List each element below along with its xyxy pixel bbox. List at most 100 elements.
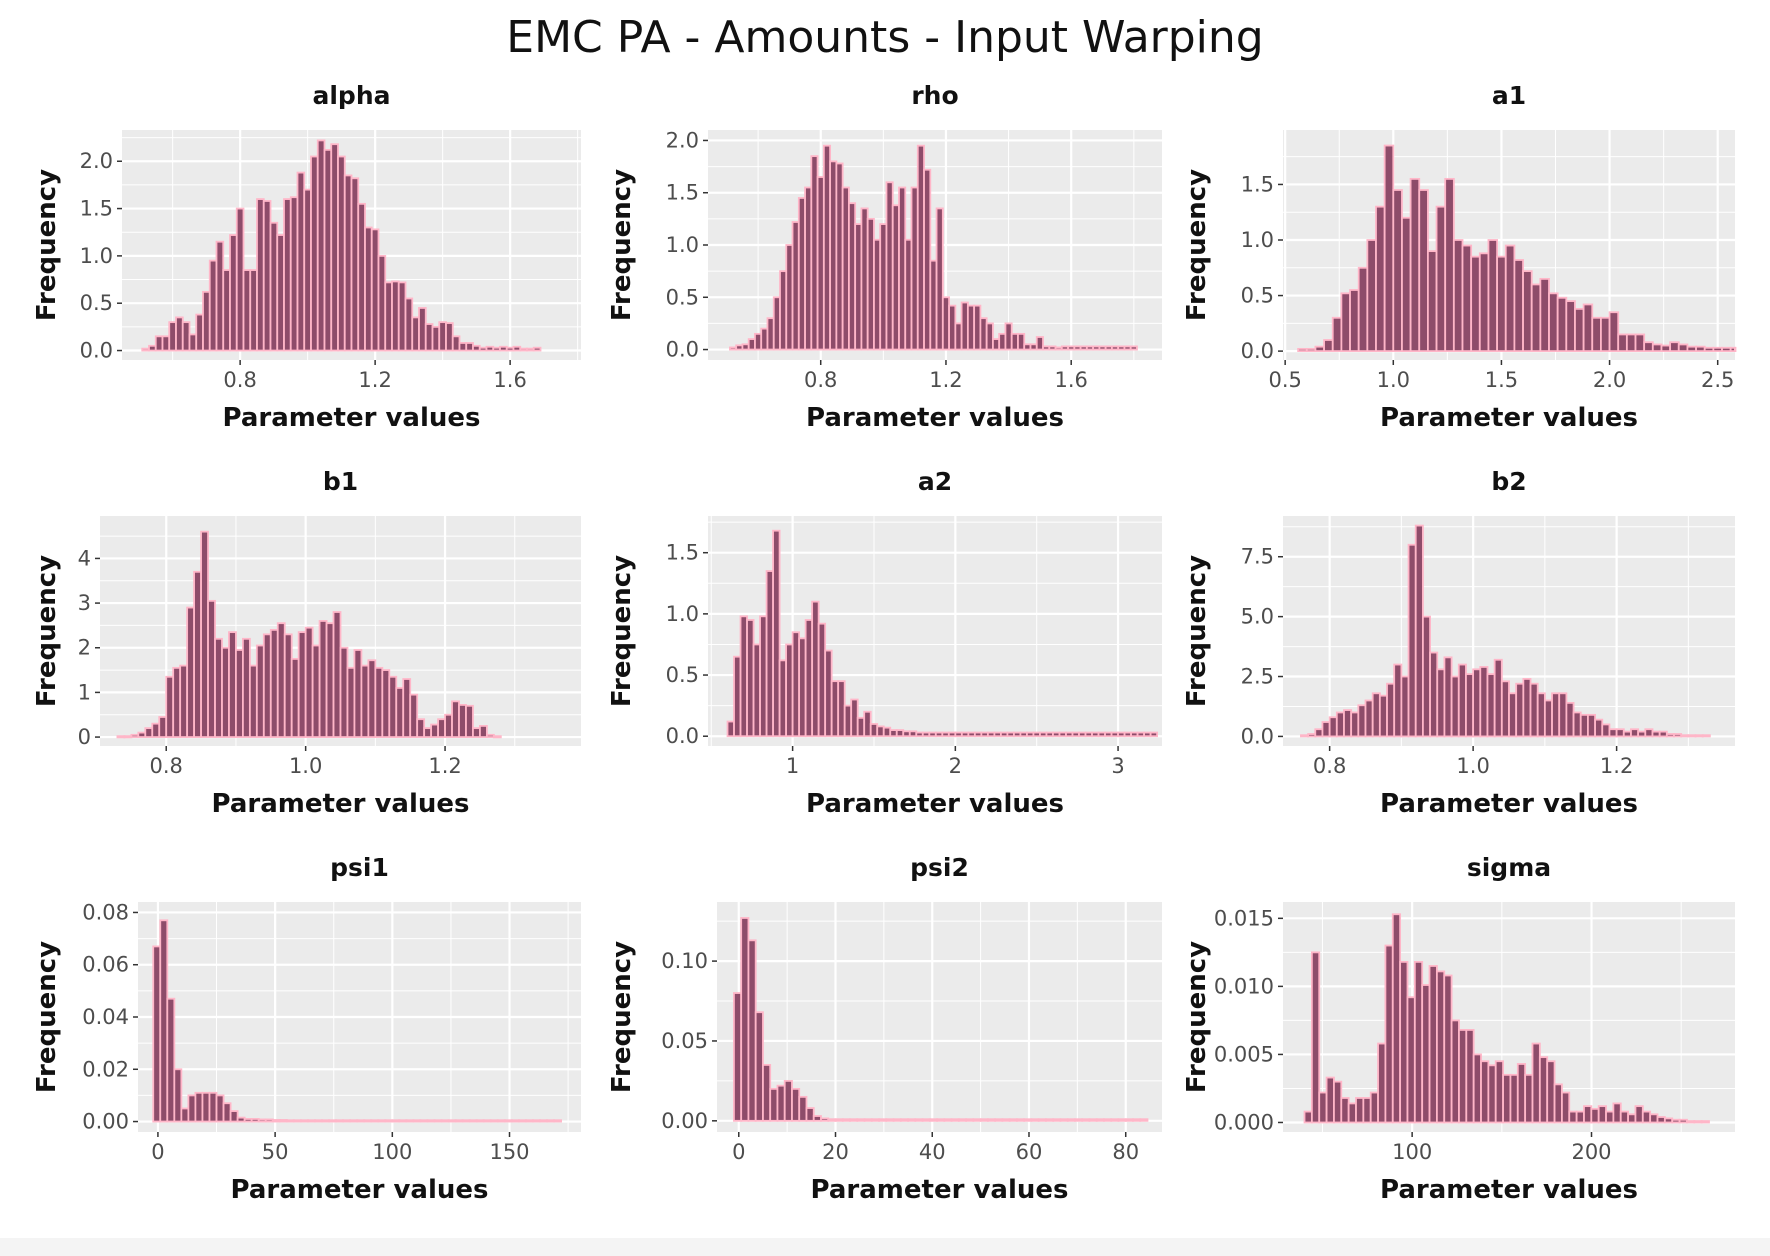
histogram-bar [503, 1119, 513, 1123]
histogram-bar [1486, 673, 1496, 738]
histogram-bar [1045, 1118, 1055, 1122]
histogram-bar [1004, 322, 1013, 351]
x-tick-label: 1 [786, 754, 799, 778]
facet-rho: 0.8 1.2 1.6 0.0 0.5 1.0 1.5 2.0 rho Parameter val… [607, 81, 1162, 433]
histogram-bar [747, 338, 756, 351]
histogram-bar [759, 615, 768, 738]
histogram-bar [935, 207, 944, 351]
histogram-bar [269, 628, 279, 738]
facet-title: alpha [312, 81, 390, 110]
y-tick-label: 2.5 [1241, 665, 1274, 689]
histogram-bar [1391, 913, 1402, 1124]
y-tick-label: 2 [78, 636, 91, 660]
histogram-bar [1583, 1105, 1593, 1124]
histogram-bar [250, 1118, 260, 1123]
histogram-bar [472, 344, 481, 352]
x-tick-label: 1.0 [1377, 368, 1410, 392]
histogram-bar [1037, 1118, 1047, 1122]
y-tick-label: 0.06 [82, 953, 129, 977]
histogram-bar [1347, 1102, 1357, 1124]
histogram-bar [1693, 1120, 1703, 1124]
histogram-bar [766, 317, 775, 351]
histogram-bar [271, 1119, 281, 1123]
facet-title: sigma [1467, 853, 1551, 882]
histogram-bar [433, 1119, 443, 1123]
x-tick-label: 60 [1016, 1140, 1043, 1164]
histogram-bar [1409, 177, 1421, 353]
histogram-bar [1139, 1118, 1149, 1122]
histogram-bar [1400, 675, 1410, 738]
histogram-bar [1321, 721, 1331, 738]
histogram-bar [1472, 668, 1482, 738]
x-axis-title: Parameter values [223, 403, 481, 433]
histogram-bar [1594, 718, 1604, 738]
x-tick-label: 20 [822, 1140, 849, 1164]
histogram-bar [496, 1119, 506, 1123]
histogram-bar [1328, 716, 1338, 738]
histogram-bar [1300, 734, 1310, 738]
histogram-bar [898, 186, 907, 351]
x-tick-label: 0.5 [1268, 368, 1301, 392]
histogram-bar [921, 731, 931, 738]
histogram-bar [967, 731, 976, 738]
histogram-bar [1509, 1073, 1519, 1124]
histogram-bar [248, 664, 258, 738]
histogram-bar [276, 234, 285, 352]
histogram-bar [1504, 244, 1516, 353]
histogram-bar [733, 655, 742, 738]
histogram-bar [1513, 259, 1524, 353]
histogram-bar [798, 637, 807, 738]
histogram-bar [430, 723, 439, 738]
histogram-bar [980, 731, 989, 738]
histogram-bar [1413, 960, 1424, 1124]
histogram-bar [222, 1102, 232, 1123]
histogram-bar [445, 322, 454, 352]
histogram-bar [1418, 189, 1429, 353]
histogram-bar [1065, 731, 1074, 738]
histogram-bar [304, 626, 314, 738]
histogram-bar [1000, 731, 1009, 738]
histogram-bar [1734, 346, 1737, 353]
histogram-bar [418, 307, 427, 352]
y-axis-title: Frequency [1182, 941, 1212, 1093]
x-axis-title: Parameter values [1380, 1175, 1638, 1205]
histogram-bar [1634, 1105, 1644, 1124]
histogram-bar [866, 217, 875, 351]
histogram-bar [1651, 343, 1663, 353]
y-tick-label: 0.0 [666, 338, 699, 362]
histogram-bar [532, 346, 542, 352]
histogram-bar [1392, 189, 1403, 353]
histogram-bar [1001, 1118, 1011, 1122]
histogram-bar [1110, 731, 1119, 738]
histogram-bar [902, 730, 911, 738]
histogram-bar [158, 716, 168, 738]
y-tick-label: 0.00 [82, 1110, 129, 1134]
x-tick-label: 0.8 [150, 754, 183, 778]
histogram-bar [824, 649, 833, 738]
histogram-bar [485, 345, 495, 352]
histogram-bar [1579, 713, 1589, 738]
histogram-bar [229, 1110, 239, 1123]
x-tick-label: 80 [1112, 1140, 1139, 1164]
histogram-bar [1084, 731, 1093, 738]
histogram-bar [517, 1119, 527, 1123]
x-tick-label: 2.0 [1593, 368, 1626, 392]
histogram-bar [235, 649, 244, 738]
histogram-bar [437, 718, 446, 738]
histogram-bar [1429, 651, 1439, 738]
y-tick-label: 0.5 [80, 291, 113, 315]
y-tick-label: 0.10 [661, 949, 708, 973]
histogram-bar [811, 600, 820, 738]
histogram-bar [1508, 692, 1518, 738]
histogram-bar [492, 735, 502, 739]
y-axis-title: Frequency [607, 555, 637, 707]
histogram-bar [1538, 1056, 1549, 1124]
histogram-bar [1357, 704, 1367, 738]
histogram-bar [899, 1118, 909, 1122]
histogram-bar [869, 723, 879, 738]
histogram-bar [960, 731, 970, 738]
histogram-bar [278, 1119, 288, 1123]
histogram-bar [553, 1119, 562, 1123]
histogram-bar [772, 296, 781, 351]
y-tick-label: 0.0 [666, 724, 699, 748]
